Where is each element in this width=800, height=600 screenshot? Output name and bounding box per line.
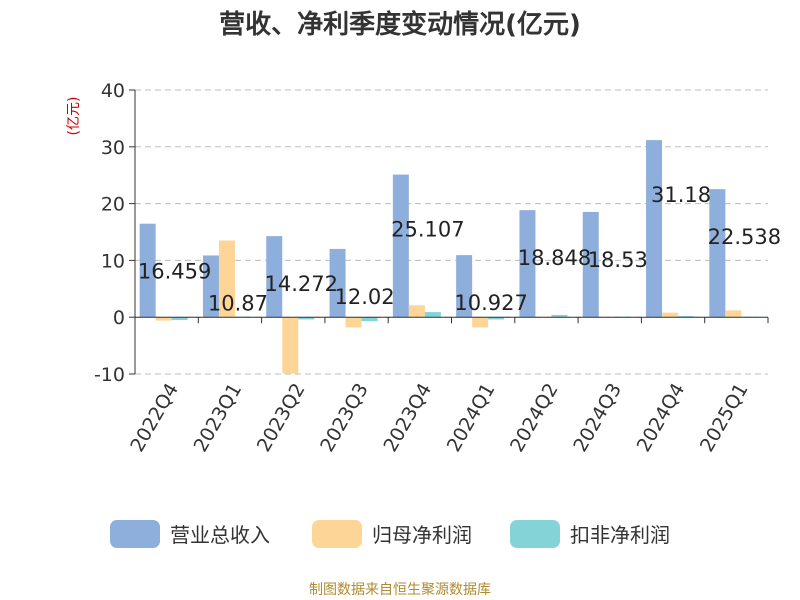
y-tick-label: 20 (101, 194, 125, 216)
x-tick-label: 2024Q1 (443, 380, 500, 456)
bar (408, 305, 425, 318)
bar (218, 240, 235, 318)
legend: 营业总收入 归母净利润 扣非净利润 (110, 520, 670, 548)
bar (345, 317, 362, 328)
bar (662, 312, 679, 318)
bar (392, 174, 409, 318)
y-axis-unit: (亿元) (66, 97, 82, 136)
data-label: 22.538 (708, 225, 781, 249)
data-label: 10.87 (208, 291, 268, 315)
y-tick-label: 10 (101, 250, 125, 272)
bar (519, 210, 536, 318)
data-label: 16.459 (138, 260, 211, 284)
legend-swatch (312, 520, 362, 548)
bar (472, 317, 489, 328)
data-label: 25.107 (391, 218, 464, 242)
legend-label: 归母净利润 (372, 523, 472, 547)
x-tick-label: 2024Q2 (506, 380, 563, 456)
data-label: 31.18 (651, 183, 711, 207)
bar (582, 211, 599, 318)
bar (488, 317, 505, 320)
y-tick-label: -10 (94, 364, 125, 386)
y-axis: -10 0 10 20 30 40 (94, 80, 136, 386)
bar (551, 314, 568, 318)
bars (139, 140, 758, 374)
source-note: 制图数据来自恒生聚源数据库 (309, 582, 491, 598)
bar (456, 255, 473, 318)
x-tick-label: 2023Q3 (316, 380, 373, 456)
bar (139, 223, 156, 318)
data-label: 14.272 (265, 272, 338, 296)
bar (155, 317, 172, 321)
x-axis: 2022Q4 2023Q1 2023Q2 2023Q3 2023Q4 2024Q1 2024… (126, 316, 769, 456)
data-label: 12.02 (334, 285, 394, 309)
bar (646, 140, 663, 318)
data-label: 18.848 (518, 246, 591, 270)
data-label: 10.927 (454, 291, 527, 315)
y-tick-label: 0 (113, 307, 125, 329)
bar (266, 236, 283, 318)
x-tick-label: 2022Q4 (126, 380, 183, 456)
x-tick-label: 2023Q1 (190, 380, 247, 456)
x-tick-label: 2025Q1 (696, 380, 753, 456)
bar (202, 255, 219, 318)
legend-swatch (110, 520, 160, 548)
x-tick-label: 2023Q2 (253, 380, 310, 456)
data-label: 18.53 (588, 248, 648, 272)
y-tick-label: 30 (101, 137, 125, 159)
bar (298, 317, 315, 320)
bar (709, 189, 726, 318)
legend-swatch (510, 520, 560, 548)
bar (282, 317, 299, 374)
x-tick-label: 2024Q4 (633, 380, 690, 456)
x-tick-label: 2023Q4 (379, 380, 436, 456)
bar (424, 312, 441, 318)
bar (678, 316, 695, 318)
bar (361, 317, 378, 322)
bar (725, 310, 742, 318)
bar (171, 317, 188, 321)
bar (329, 248, 346, 318)
legend-label: 营业总收入 (170, 523, 270, 547)
x-tick-label: 2024Q3 (569, 380, 626, 456)
legend-label: 扣非净利润 (570, 523, 670, 547)
y-tick-label: 40 (101, 80, 125, 102)
chart-title: 营收、净利季度变动情况(亿元) (219, 9, 581, 40)
